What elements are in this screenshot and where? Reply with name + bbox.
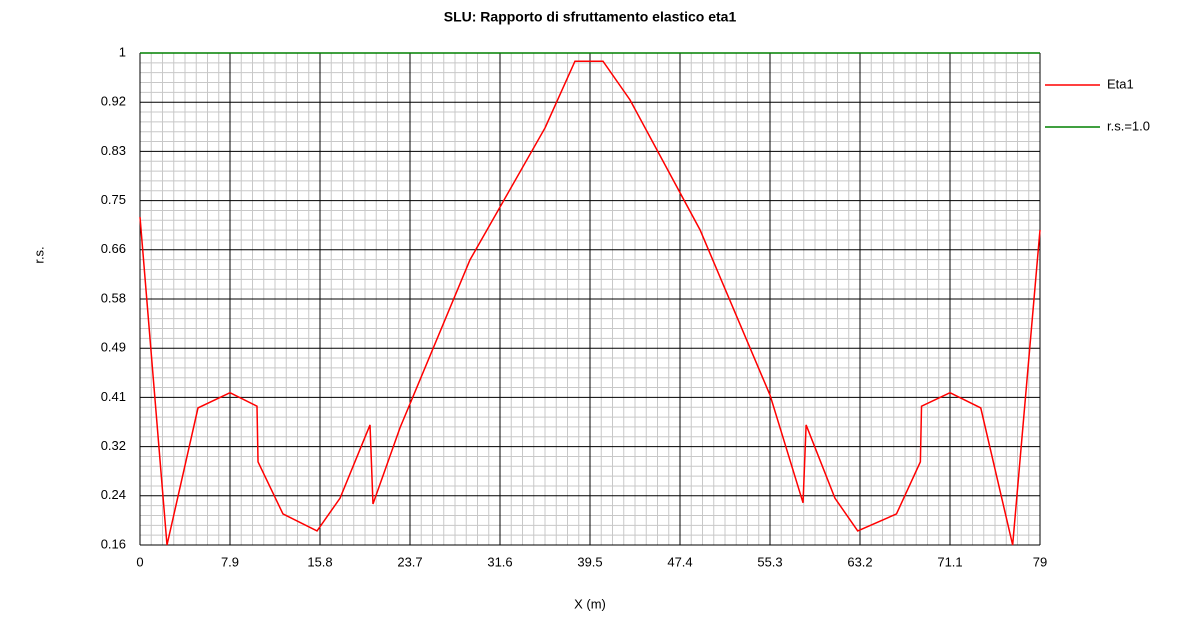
y-tick-label: 0.32 (101, 438, 126, 453)
x-tick-label: 55.3 (757, 554, 782, 569)
y-tick-label: 0.92 (101, 94, 126, 109)
y-axis-label: r.s. (31, 246, 46, 263)
y-tick-label: 0.16 (101, 536, 126, 551)
x-tick-label: 15.8 (307, 554, 332, 569)
y-tick-label: 0.41 (101, 389, 126, 404)
x-axis-label: X (m) (574, 596, 606, 611)
x-tick-label: 0 (136, 554, 143, 569)
y-tick-label: 0.66 (101, 241, 126, 256)
x-tick-label: 7.9 (221, 554, 239, 569)
y-tick-label: 0.58 (101, 290, 126, 305)
x-tick-label: 79 (1033, 554, 1047, 569)
line (139, 60, 1041, 546)
x-tick-label: 39.5 (577, 554, 602, 569)
legend-label: r.s.=1.0 (1107, 118, 1150, 133)
legend-label: Eta1 (1107, 76, 1134, 91)
y-tick-label: 0.49 (101, 340, 126, 355)
x-tick-label: 31.6 (487, 554, 512, 569)
y-tick-label: 0.24 (101, 487, 126, 502)
x-tick-label: 47.4 (667, 554, 692, 569)
x-tick-label: 71.1 (937, 554, 962, 569)
y-tick-label: 1 (119, 44, 126, 59)
y-tick-label: 0.75 (101, 192, 126, 207)
y-tick-label: 0.83 (101, 143, 126, 158)
x-tick-label: 63.2 (847, 554, 872, 569)
chart-title: SLU: Rapporto di sfruttamento elastico e… (444, 9, 737, 25)
x-tick-label: 23.7 (397, 554, 422, 569)
